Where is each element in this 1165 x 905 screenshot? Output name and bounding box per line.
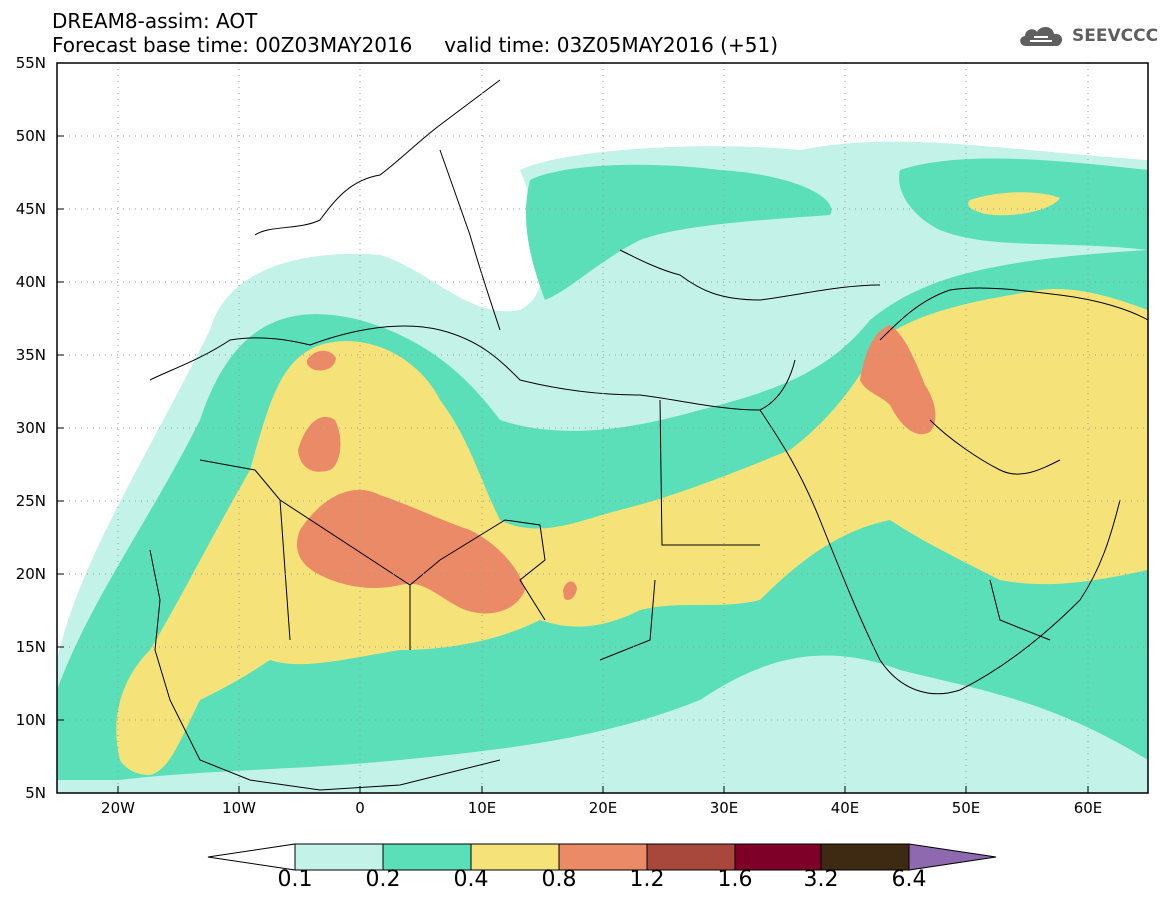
axis-ticks <box>57 62 1089 793</box>
colorbar-label-0.1: 0.1 <box>277 867 313 892</box>
lat-label-55n: 55N <box>15 54 46 72</box>
lat-label-15n: 15N <box>15 638 46 656</box>
lat-label-10n: 10N <box>15 711 46 729</box>
aot-contour-0.8c <box>306 350 336 371</box>
colorbar <box>207 843 997 871</box>
chart-title: DREAM8-assim: AOT <box>52 9 258 33</box>
colorbar-label-0.8: 0.8 <box>541 867 577 892</box>
colorbar-label-6.4: 6.4 <box>891 867 927 892</box>
colorbar-swatch-6 <box>734 843 822 871</box>
cloud-logo-icon <box>1020 26 1063 46</box>
lat-label-40n: 40N <box>15 273 46 291</box>
lat-label-30n: 30N <box>15 419 46 437</box>
lon-label-50e: 50E <box>951 799 981 817</box>
aot-contour-0.4 <box>116 289 1148 775</box>
colorbar-label-1.2: 1.2 <box>629 867 665 892</box>
aot-contour-0.8 <box>296 489 525 614</box>
lon-label-30e: 30E <box>709 799 739 817</box>
logo-text: SEEVCCC <box>1072 26 1159 46</box>
aot-contour-0.8d <box>860 325 936 435</box>
colorbar-swatch-5 <box>646 843 736 871</box>
colorbar-label-0.4: 0.4 <box>453 867 489 892</box>
lat-label-50n: 50N <box>15 127 46 145</box>
colorbar-swatch-3 <box>470 843 560 871</box>
colorbar-swatch-4 <box>558 843 648 871</box>
lon-label-20e: 20E <box>588 799 618 817</box>
lon-label-10e: 10E <box>467 799 497 817</box>
lat-label-20n: 20N <box>15 565 46 583</box>
aot-field <box>57 63 1148 793</box>
lon-label-40e: 40E <box>830 799 860 817</box>
lon-label-0: 0 <box>355 799 365 817</box>
colorbar-label-0.2: 0.2 <box>365 867 401 892</box>
colorbar-high-arrow <box>908 843 997 871</box>
colorbar-label-1.6: 1.6 <box>717 867 753 892</box>
aot-contour-0.2b <box>525 164 832 300</box>
lon-label-20w: 20W <box>101 799 135 817</box>
seevccc-logo: SEEVCCC <box>1016 22 1158 50</box>
aot-contour-0.4b <box>968 192 1060 216</box>
lat-label-25n: 25N <box>15 492 46 510</box>
lon-label-60e: 60E <box>1073 799 1103 817</box>
lat-label-45n: 45N <box>15 200 46 218</box>
aot-contour-0.8b <box>298 416 341 472</box>
colorbar-swatch-1 <box>294 843 384 871</box>
lon-label-10w: 10W <box>222 799 256 817</box>
coastlines <box>149 79 1148 791</box>
aot-contour-0.8e <box>563 581 577 600</box>
colorbar-label-3.2: 3.2 <box>803 867 839 892</box>
lat-label-5n: 5N <box>25 784 46 802</box>
chart-subtitle: Forecast base time: 00Z03MAY2016 valid t… <box>52 33 778 57</box>
europe-clear-area <box>57 63 1148 330</box>
lat-label-35n: 35N <box>15 346 46 364</box>
colorbar-swatch-2 <box>382 843 472 871</box>
